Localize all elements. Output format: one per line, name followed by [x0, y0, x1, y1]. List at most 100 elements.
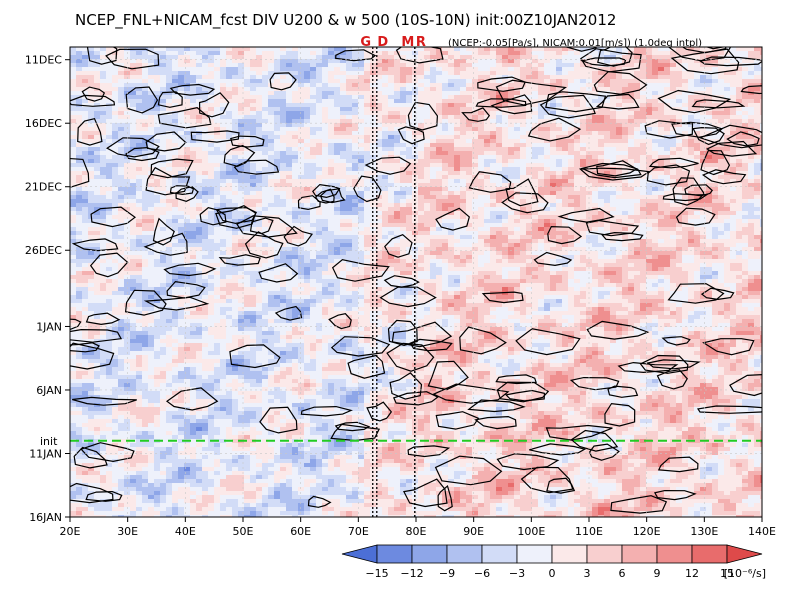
- field-cell: [682, 63, 689, 68]
- field-cell: [370, 51, 377, 56]
- field-cell: [340, 143, 347, 148]
- field-cell: [136, 191, 143, 196]
- field-cell: [202, 175, 209, 180]
- field-cell: [274, 159, 281, 164]
- field-cell: [694, 163, 701, 168]
- field-cell: [490, 67, 497, 72]
- field-cell: [484, 47, 491, 52]
- field-cell: [172, 143, 179, 148]
- field-cell: [538, 207, 545, 212]
- field-cell: [76, 119, 83, 124]
- field-cell: [676, 47, 683, 52]
- field-cell: [280, 123, 287, 128]
- field-cell: [376, 159, 383, 164]
- field-cell: [142, 123, 149, 128]
- field-cell: [736, 171, 743, 176]
- field-cell: [202, 199, 209, 204]
- field-cell: [718, 115, 725, 120]
- field-cell: [712, 171, 719, 176]
- field-cell: [562, 127, 569, 132]
- field-cell: [568, 203, 575, 208]
- field-cell: [286, 119, 293, 124]
- field-cell: [208, 151, 215, 156]
- field-cell: [268, 79, 275, 84]
- field-cell: [688, 135, 695, 140]
- field-cell: [652, 191, 659, 196]
- field-cell: [388, 83, 395, 88]
- field-cell: [670, 119, 677, 124]
- field-cell: [418, 159, 425, 164]
- field-cell: [748, 63, 755, 68]
- field-cell: [238, 215, 245, 220]
- field-cell: [526, 67, 533, 72]
- field-cell: [526, 79, 533, 84]
- field-cell: [574, 163, 581, 168]
- field-cell: [436, 171, 443, 176]
- field-cell: [604, 175, 611, 180]
- field-cell: [658, 175, 665, 180]
- field-cell: [100, 195, 107, 200]
- field-cell: [742, 55, 749, 60]
- field-cell: [364, 207, 371, 212]
- field-cell: [262, 59, 269, 64]
- field-cell: [436, 139, 443, 144]
- field-cell: [760, 119, 762, 124]
- field-cell: [100, 163, 107, 168]
- field-cell: [394, 131, 401, 136]
- field-cell: [280, 95, 287, 100]
- field-cell: [472, 83, 479, 88]
- field-cell: [232, 47, 239, 52]
- field-cell: [214, 191, 221, 196]
- field-cell: [184, 131, 191, 136]
- field-cell: [472, 135, 479, 140]
- field-cell: [100, 203, 107, 208]
- field-cell: [244, 131, 251, 136]
- field-cell: [472, 207, 479, 212]
- field-cell: [424, 203, 431, 208]
- field-cell: [634, 71, 641, 76]
- field-cell: [418, 99, 425, 104]
- field-cell: [418, 183, 425, 188]
- field-cell: [298, 55, 305, 60]
- field-cell: [430, 75, 437, 80]
- field-cell: [226, 47, 233, 52]
- field-cell: [316, 143, 323, 148]
- field-cell: [658, 87, 665, 92]
- field-cell: [730, 83, 737, 88]
- field-cell: [562, 159, 569, 164]
- field-cell: [316, 119, 323, 124]
- field-cell: [88, 75, 95, 80]
- field-cell: [148, 199, 155, 204]
- field-cell: [532, 119, 539, 124]
- field-cell: [322, 115, 329, 120]
- field-cell: [664, 211, 671, 216]
- field-cell: [382, 175, 389, 180]
- field-cell: [310, 175, 317, 180]
- field-cell: [622, 79, 629, 84]
- field-cell: [202, 95, 209, 100]
- field-cell: [184, 115, 191, 120]
- field-cell: [682, 71, 689, 76]
- field-cell: [388, 75, 395, 80]
- field-cell: [490, 143, 497, 148]
- field-cell: [328, 179, 335, 184]
- field-cell: [580, 159, 587, 164]
- field-cell: [154, 175, 161, 180]
- field-cell: [202, 171, 209, 176]
- field-cell: [160, 123, 167, 128]
- field-cell: [190, 95, 197, 100]
- field-cell: [436, 119, 443, 124]
- field-cell: [658, 203, 665, 208]
- field-cell: [610, 47, 617, 52]
- field-cell: [412, 171, 419, 176]
- field-cell: [478, 115, 485, 120]
- field-cell: [214, 115, 221, 120]
- field-cell: [604, 99, 611, 104]
- field-cell: [238, 51, 245, 56]
- field-cell: [382, 203, 389, 208]
- field-cell: [376, 59, 383, 64]
- field-cell: [526, 203, 533, 208]
- field-cell: [202, 79, 209, 84]
- field-cell: [274, 163, 281, 168]
- field-cell: [526, 107, 533, 112]
